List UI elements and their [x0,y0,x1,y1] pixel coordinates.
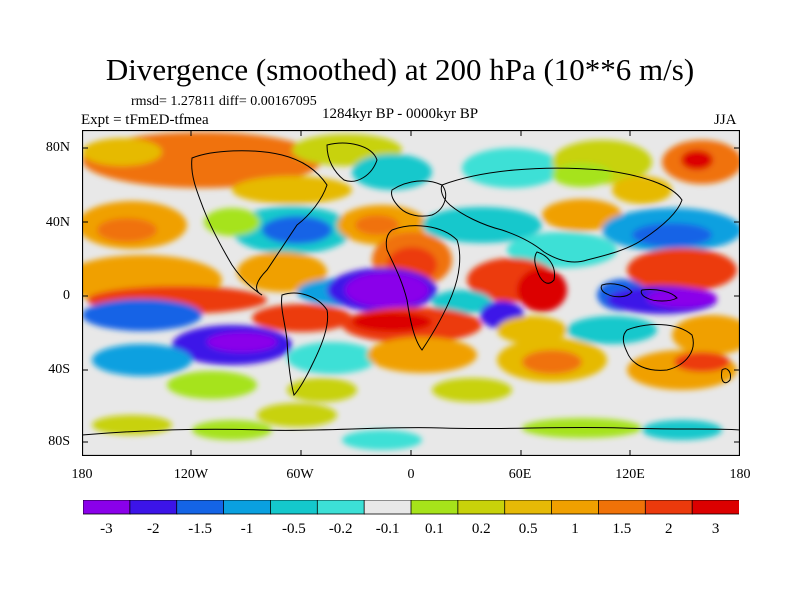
divergence-map [82,130,740,456]
colorbar-swatch [598,500,647,515]
colorbar-swatch [83,500,131,515]
season-label: JJA [714,112,737,128]
colorbar-swatch [176,500,225,515]
colorbar-label: 2 [664,521,673,537]
colorbar-label: -0.1 [375,521,400,537]
lon-tick-180w: 180 [71,467,93,482]
tick-marks [82,130,740,456]
lon-tick-180e: 180 [729,467,751,482]
colorbar-label: -1 [240,521,254,537]
colorbar-label: 0.2 [471,521,491,537]
colorbar-label: 0.5 [518,521,538,537]
lon-tick-0: 0 [407,467,415,482]
colorbar [83,500,739,515]
colorbar-label: -3 [100,521,113,537]
colorbar-swatch [410,500,459,515]
colorbar-swatch [551,500,600,515]
colorbar-swatch [644,500,694,515]
colorbar-swatch [691,500,739,515]
colorbar-swatch [363,500,412,515]
colorbar-label: 3 [711,521,720,537]
colorbar-swatch [316,500,366,515]
experiment-label: Expt = tFmED-tfmea [81,112,209,128]
lon-tick-120e: 120E [615,467,645,482]
colorbar-swatch [270,500,319,515]
colorbar-swatch [457,500,506,515]
colorbar-label: -1.5 [188,521,212,537]
colorbar-swatch [504,500,553,515]
colorbar-label: 1.5 [612,521,632,537]
lon-tick-60e: 60E [508,467,532,482]
colorbar-label: -0.5 [282,521,306,537]
lat-tick-80s: 80S [48,434,70,449]
lat-tick-80n: 80N [45,140,70,155]
coastlines [82,142,740,436]
colorbar-swatch [223,500,272,515]
lat-tick-40s: 40S [48,362,70,377]
lon-tick-60w: 60W [286,467,314,482]
lon-tick-120w: 120W [173,467,209,482]
plot-title: Divergence (smoothed) at 200 hPa (10**6 … [105,52,695,87]
colorbar-label: -0.2 [328,521,353,537]
colorbar-label: 0.1 [425,521,444,537]
time-period-label: 1284kyr BP - 0000kyr BP [321,106,479,122]
colorbar-swatch [129,500,178,515]
colorbar-label: 1 [571,521,579,537]
colorbar-label: -2 [147,521,160,537]
lat-tick-0: 0 [63,288,70,303]
rmsd-diff-stats: rmsd= 1.27811 diff= 0.00167095 [131,94,317,109]
lat-tick-40n: 40N [45,215,70,230]
